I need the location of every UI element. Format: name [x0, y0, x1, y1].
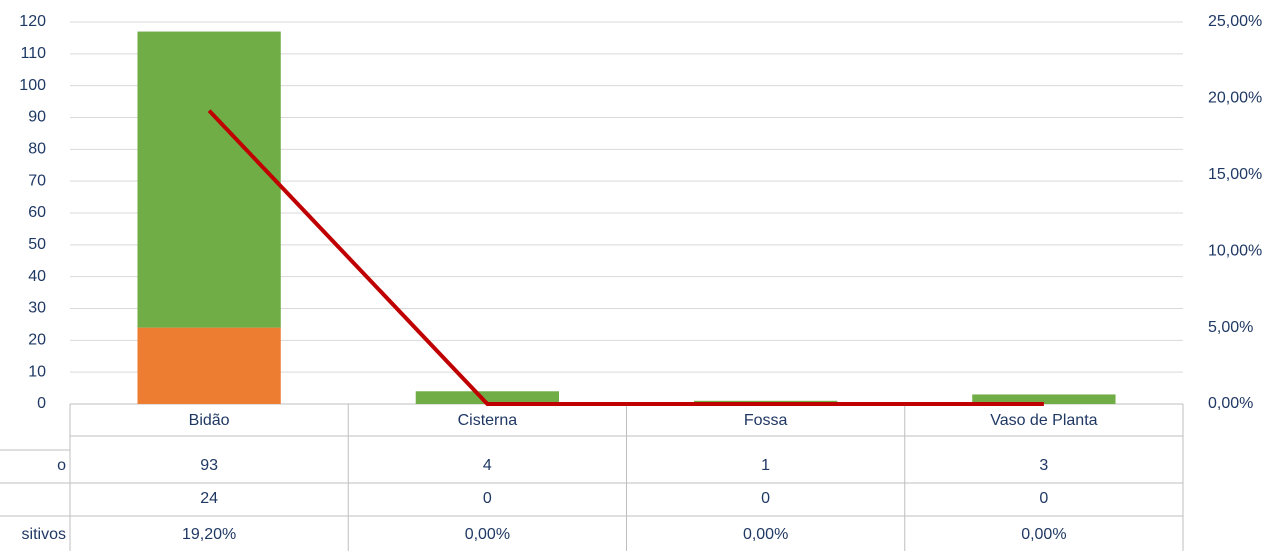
- y-tick-label: 10: [28, 363, 46, 380]
- y-tick-label: 80: [28, 141, 46, 158]
- table-value: 0: [1039, 490, 1048, 507]
- y2-tick-label: 0,00%: [1208, 395, 1253, 412]
- y-tick-label: 30: [28, 300, 46, 317]
- table-value: 4: [483, 457, 492, 474]
- y-tick-label: 0: [37, 395, 46, 412]
- table-value: 19,20%: [182, 526, 236, 543]
- x-tick-label: Vaso de Planta: [990, 412, 1097, 429]
- y-tick-label: 50: [28, 236, 46, 253]
- y-tick-label: 70: [28, 172, 46, 189]
- table-value: 1: [761, 457, 770, 474]
- y2-tick-label: 15,00%: [1208, 166, 1262, 183]
- table-value: 3: [1039, 457, 1048, 474]
- bar: [137, 31, 281, 328]
- y2-tick-label: 20,00%: [1208, 90, 1262, 107]
- y-tick-label: 90: [28, 109, 46, 126]
- y-tick-label: 20: [28, 332, 46, 349]
- y-tick-label: 110: [20, 45, 46, 62]
- line: [207, 109, 1044, 406]
- y2-tick-label: 5,00%: [1208, 319, 1253, 336]
- table-value: 0,00%: [743, 526, 788, 543]
- bar: [415, 391, 560, 404]
- bar: [137, 327, 281, 404]
- x-tick-label: Bidão: [189, 412, 230, 429]
- table-value: 0,00%: [1021, 526, 1066, 543]
- y2-tick-label: 25,00%: [1208, 13, 1262, 30]
- x-tick-label: Cisterna: [458, 412, 518, 429]
- row-label: sitivos: [22, 526, 66, 543]
- y-tick-label: 60: [28, 204, 46, 221]
- table-value: 0: [483, 490, 492, 507]
- y-tick-label: 100: [19, 77, 46, 94]
- x-tick-label: Fossa: [744, 412, 788, 429]
- table-value: 24: [200, 490, 218, 507]
- y-tick-label: 40: [28, 268, 46, 285]
- table-value: 0: [761, 490, 770, 507]
- y-tick-label: 120: [19, 13, 46, 30]
- table-value: 0,00%: [465, 526, 510, 543]
- bar: [972, 394, 1116, 404]
- row-label: o: [57, 457, 66, 474]
- table-value: 93: [200, 457, 218, 474]
- y2-tick-label: 10,00%: [1208, 242, 1262, 259]
